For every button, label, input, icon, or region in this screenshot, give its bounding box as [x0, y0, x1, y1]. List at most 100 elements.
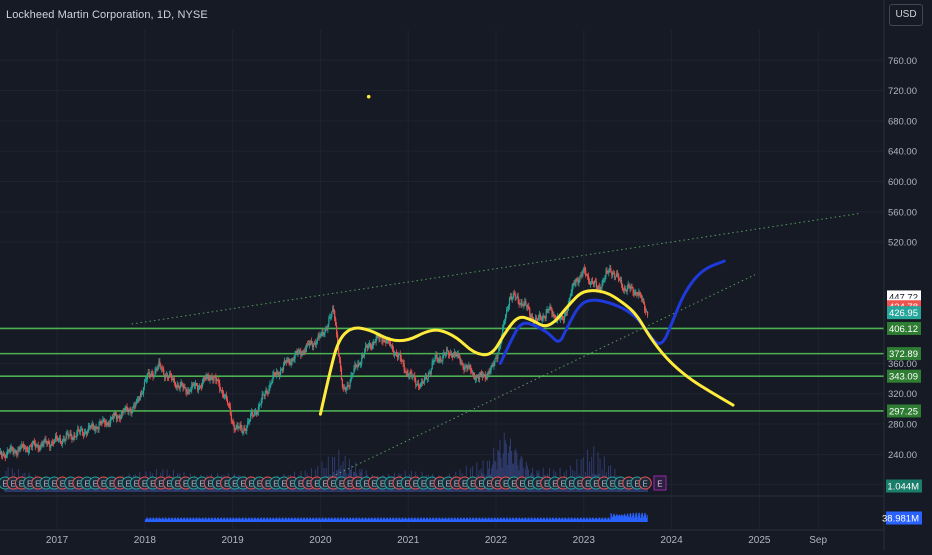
- lower-volume-bar: [619, 516, 621, 522]
- lower-volume-bar: [229, 517, 231, 522]
- lower-volume-bar: [466, 517, 468, 522]
- lower-volume-bar: [644, 512, 646, 522]
- lower-volume-bar: [523, 520, 525, 522]
- lower-volume-bar: [324, 517, 326, 522]
- lower-volume-bar: [385, 519, 387, 522]
- candle-up: [44, 439, 46, 441]
- lower-volume-bar: [575, 518, 577, 522]
- candle-up: [420, 383, 422, 388]
- lower-volume-bar: [212, 520, 214, 522]
- event-marker-label: E: [166, 480, 171, 489]
- lower-volume-bar: [558, 517, 560, 522]
- candle-down: [19, 447, 21, 449]
- candle-up: [280, 370, 282, 375]
- event-marker-label: E: [175, 480, 180, 489]
- lower-volume-bar: [270, 517, 272, 522]
- candle-down: [255, 411, 258, 415]
- candle-up: [365, 345, 367, 352]
- lower-volume-bar: [622, 515, 624, 522]
- event-marker-label: E: [602, 480, 607, 489]
- candle-up: [537, 317, 540, 320]
- candle-up: [120, 414, 122, 420]
- event-marker-label: E: [60, 480, 65, 489]
- candle-up: [58, 438, 61, 440]
- lower-volume-bar: [482, 517, 484, 522]
- price-axis[interactable]: 240.00280.00320.00360.00520.00560.00600.…: [882, 0, 922, 550]
- candle-up: [84, 432, 86, 436]
- drawings: [318, 94, 735, 416]
- candle-up: [623, 288, 626, 291]
- candle-down: [396, 355, 399, 358]
- lower-volume-bar: [305, 519, 307, 522]
- candle-down: [617, 273, 619, 275]
- lower-volume-bar: [448, 517, 450, 522]
- event-marker-label: E: [610, 480, 615, 489]
- lower-volume-bar: [352, 517, 354, 522]
- candle-up: [332, 308, 334, 312]
- candle-up: [426, 378, 429, 380]
- lower-volume-bar: [191, 519, 193, 522]
- lower-volume-bar: [275, 517, 277, 522]
- candle-down: [385, 339, 387, 343]
- lower-volume-bar: [398, 518, 400, 522]
- lower-volume-bar: [308, 520, 310, 522]
- candle-down: [292, 359, 294, 361]
- lower-volume-bar: [273, 518, 275, 522]
- candle-up: [124, 407, 126, 412]
- lower-volume-bar: [521, 517, 523, 522]
- currency-button[interactable]: USD: [889, 4, 923, 26]
- lower-volume-bar: [150, 517, 152, 522]
- lower-volume-bar: [164, 517, 166, 522]
- lower-volume-bar: [482, 519, 484, 522]
- lower-volume-bar: [439, 518, 441, 522]
- lower-volume-bar: [434, 519, 436, 522]
- candle-up: [305, 348, 307, 353]
- lower-volume-bar: [405, 517, 406, 522]
- candle-up: [294, 353, 296, 360]
- lower-volume-bar: [563, 519, 565, 522]
- candle-up: [511, 297, 513, 300]
- candle-up: [386, 341, 388, 343]
- candle-down: [469, 365, 471, 367]
- candle-down: [112, 417, 114, 419]
- lower-volume-bar: [258, 518, 259, 522]
- lower-volume-bar: [435, 518, 436, 522]
- lower-volume-bar: [481, 517, 483, 522]
- lower-volume-bar: [537, 517, 539, 522]
- candle-up: [90, 426, 92, 428]
- candle-up: [31, 443, 34, 448]
- candle-down: [3, 454, 6, 456]
- lower-volume-bar: [242, 517, 244, 522]
- candle-down: [303, 351, 305, 352]
- lower-volume-bar: [299, 518, 301, 522]
- candle-down: [514, 293, 516, 298]
- lower-volume-bar: [284, 517, 286, 522]
- event-marker-label: E: [618, 480, 623, 489]
- lower-volume-bar: [286, 518, 287, 522]
- volume-bar: [476, 462, 478, 492]
- lower-volume-bar: [616, 514, 618, 522]
- lower-volume-bar: [272, 517, 274, 522]
- lower-volume-bar: [646, 514, 648, 522]
- lower-volume-bar: [291, 517, 293, 522]
- lower-volume-bar: [426, 517, 428, 522]
- candle-up: [55, 435, 57, 440]
- lower-volume-bar: [634, 518, 636, 522]
- lower-volume-bar: [576, 519, 578, 522]
- candle-up: [446, 350, 448, 354]
- lower-volume-bar: [454, 517, 456, 522]
- candle-up: [412, 376, 414, 377]
- time-axis[interactable]: 2017 2018 2019 2020 2021 2022 2023 2024 2025 Sep: [46, 535, 828, 546]
- candle-up: [608, 269, 610, 273]
- candle-down: [151, 372, 153, 374]
- volume-bar: [586, 449, 588, 492]
- price-tick-label: 640.00: [888, 147, 917, 158]
- lower-volume-bar: [541, 519, 543, 522]
- lower-volume-bar: [445, 517, 447, 522]
- candle-down: [100, 421, 102, 423]
- lower-volume-bar: [509, 517, 511, 522]
- lower-volume-bar: [540, 518, 542, 522]
- price-tick-label: 760.00: [888, 56, 917, 67]
